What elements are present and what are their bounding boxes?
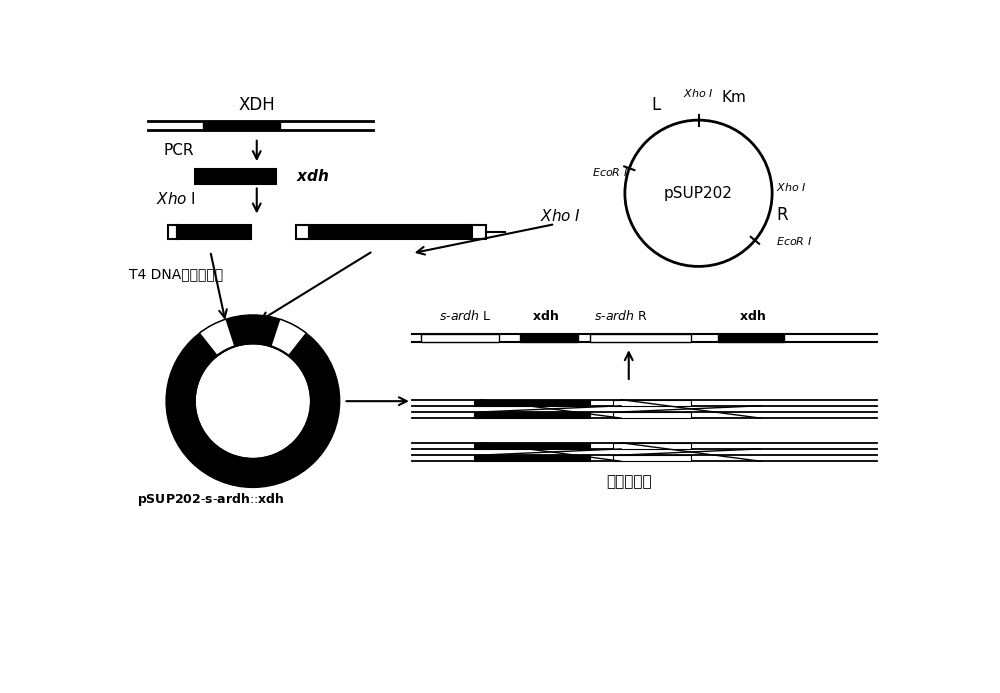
Bar (590, 334, 691, 342)
Bar (202, 121, 280, 130)
Bar (613, 443, 691, 449)
Bar (613, 412, 691, 418)
Bar (309, 225, 472, 238)
Circle shape (166, 315, 340, 487)
Text: $\mathit{s\text{-}ardh}$ L: $\mathit{s\text{-}ardh}$ L (439, 310, 491, 324)
Text: $\mathit{\mathbf{xdh}}$: $\mathit{\mathbf{xdh}}$ (739, 310, 766, 324)
Text: R: R (776, 206, 788, 224)
Text: 同源双交换: 同源双交换 (606, 475, 652, 489)
Circle shape (625, 120, 772, 266)
Bar (195, 168, 276, 184)
Bar (613, 400, 691, 406)
Wedge shape (199, 319, 235, 356)
Bar (520, 334, 578, 342)
Text: PCR: PCR (164, 143, 194, 159)
Text: T4 DNA聚合酶连接: T4 DNA聚合酶连接 (129, 267, 223, 281)
Text: $\mathit{Xho}$ I: $\mathit{Xho}$ I (776, 181, 806, 193)
Text: $\mathit{\mathbf{xdh}}$: $\mathit{\mathbf{xdh}}$ (532, 310, 558, 324)
Text: Km: Km (722, 89, 747, 105)
Bar (472, 225, 486, 238)
Bar (474, 412, 590, 418)
Text: L: L (651, 96, 660, 114)
Bar (474, 400, 590, 406)
Circle shape (195, 344, 311, 459)
Bar (613, 455, 691, 462)
Text: XDH: XDH (238, 96, 275, 114)
Text: $\mathit{Xho}$ I: $\mathit{Xho}$ I (683, 87, 714, 98)
Text: $\mathbf{pSUP202}$-$\mathit{\mathbf{s}}$-$\mathit{\mathbf{ardh}}$::$\mathit{\mat: $\mathbf{pSUP202}$-$\mathit{\mathbf{s}}$… (137, 491, 284, 508)
Bar (168, 225, 177, 238)
Bar (474, 455, 590, 462)
Bar (474, 443, 590, 449)
Bar (296, 225, 309, 238)
Text: $\mathit{Xho}$ I: $\mathit{Xho}$ I (156, 191, 196, 207)
Text: $\mathit{EcoR}$ I: $\mathit{EcoR}$ I (592, 166, 629, 177)
Bar (718, 334, 784, 342)
Text: $\bfit{xdh}$: $\bfit{xdh}$ (296, 168, 329, 184)
Text: $\mathit{EcoR}$ I: $\mathit{EcoR}$ I (776, 235, 812, 247)
Text: $\mathit{Xho}$ I: $\mathit{Xho}$ I (540, 209, 581, 225)
Text: $\mathit{s\text{-}ardh}$ R: $\mathit{s\text{-}ardh}$ R (594, 310, 648, 324)
Bar (177, 225, 251, 238)
Text: pSUP202: pSUP202 (664, 186, 733, 201)
Wedge shape (271, 319, 306, 356)
Bar (421, 334, 499, 342)
